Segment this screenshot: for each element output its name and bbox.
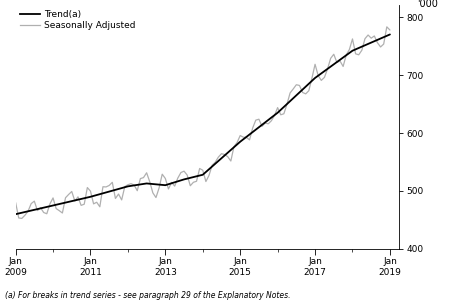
Y-axis label: '000: '000 — [418, 0, 438, 9]
Legend: Trend(a), Seasonally Adjusted: Trend(a), Seasonally Adjusted — [20, 10, 136, 30]
Text: (a) For breaks in trend series - see paragraph 29 of the Explanatory Notes.: (a) For breaks in trend series - see par… — [5, 291, 290, 300]
